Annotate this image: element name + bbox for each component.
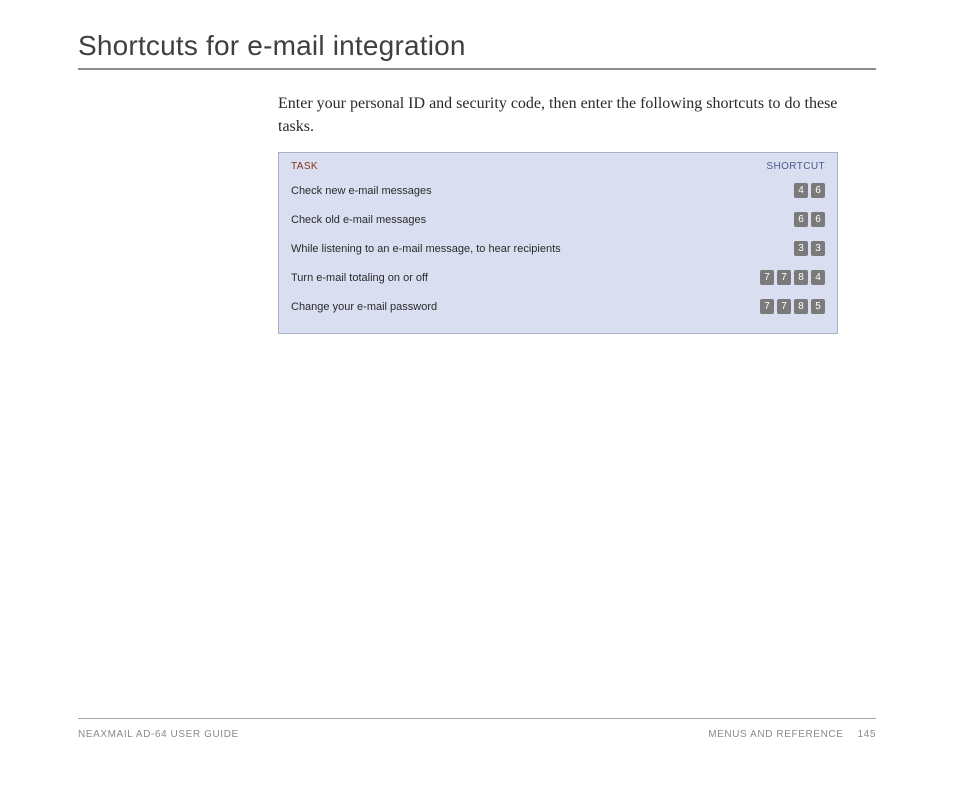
content-column: Enter your personal ID and security code… — [278, 92, 838, 334]
footer-page-number: 145 — [858, 729, 877, 740]
key-icon: 4 — [811, 270, 825, 285]
key-icon: 3 — [811, 241, 825, 256]
key-icon: 5 — [811, 299, 825, 314]
table-header-task: TASK — [291, 161, 318, 172]
document-page: Shortcuts for e-mail integration Enter y… — [0, 0, 954, 786]
key-icon: 7 — [760, 299, 774, 314]
footer-right: MENUS AND REFERENCE 145 — [708, 729, 876, 740]
key-icon: 6 — [794, 212, 808, 227]
table-row: Check old e-mail messages 6 6 — [291, 205, 825, 234]
task-cell: Check new e-mail messages — [291, 185, 432, 197]
key-icon: 6 — [811, 183, 825, 198]
table-row: Check new e-mail messages 4 6 — [291, 176, 825, 205]
footer-row: NEAXMAIL AD-64 USER GUIDE MENUS AND REFE… — [78, 729, 876, 740]
table-header-shortcut: SHORTCUT — [766, 161, 825, 172]
task-cell: While listening to an e-mail message, to… — [291, 243, 561, 255]
footer-rule — [78, 718, 876, 719]
key-icon: 8 — [794, 270, 808, 285]
intro-paragraph: Enter your personal ID and security code… — [278, 92, 838, 138]
table-header-row: TASK SHORTCUT — [291, 161, 825, 176]
shortcut-cell: 7 7 8 4 — [760, 270, 825, 285]
table-row: Change your e-mail password 7 7 8 5 — [291, 292, 825, 321]
key-icon: 6 — [811, 212, 825, 227]
shortcut-cell: 4 6 — [794, 183, 825, 198]
key-icon: 3 — [794, 241, 808, 256]
shortcut-cell: 6 6 — [794, 212, 825, 227]
key-icon: 7 — [777, 299, 791, 314]
title-rule — [78, 68, 876, 70]
key-icon: 4 — [794, 183, 808, 198]
task-cell: Turn e-mail totaling on or off — [291, 272, 428, 284]
shortcut-cell: 7 7 8 5 — [760, 299, 825, 314]
shortcut-cell: 3 3 — [794, 241, 825, 256]
key-icon: 8 — [794, 299, 808, 314]
table-row: While listening to an e-mail message, to… — [291, 234, 825, 263]
footer-section-text: MENUS AND REFERENCE — [708, 729, 843, 740]
task-cell: Check old e-mail messages — [291, 214, 426, 226]
footer-left-text: NEAXMAIL AD-64 USER GUIDE — [78, 729, 239, 740]
table-row: Turn e-mail totaling on or off 7 7 8 4 — [291, 263, 825, 292]
page-footer: NEAXMAIL AD-64 USER GUIDE MENUS AND REFE… — [78, 718, 876, 740]
key-icon: 7 — [777, 270, 791, 285]
page-title: Shortcuts for e-mail integration — [78, 30, 876, 62]
key-icon: 7 — [760, 270, 774, 285]
shortcuts-table: TASK SHORTCUT Check new e-mail messages … — [278, 152, 838, 334]
task-cell: Change your e-mail password — [291, 301, 437, 313]
